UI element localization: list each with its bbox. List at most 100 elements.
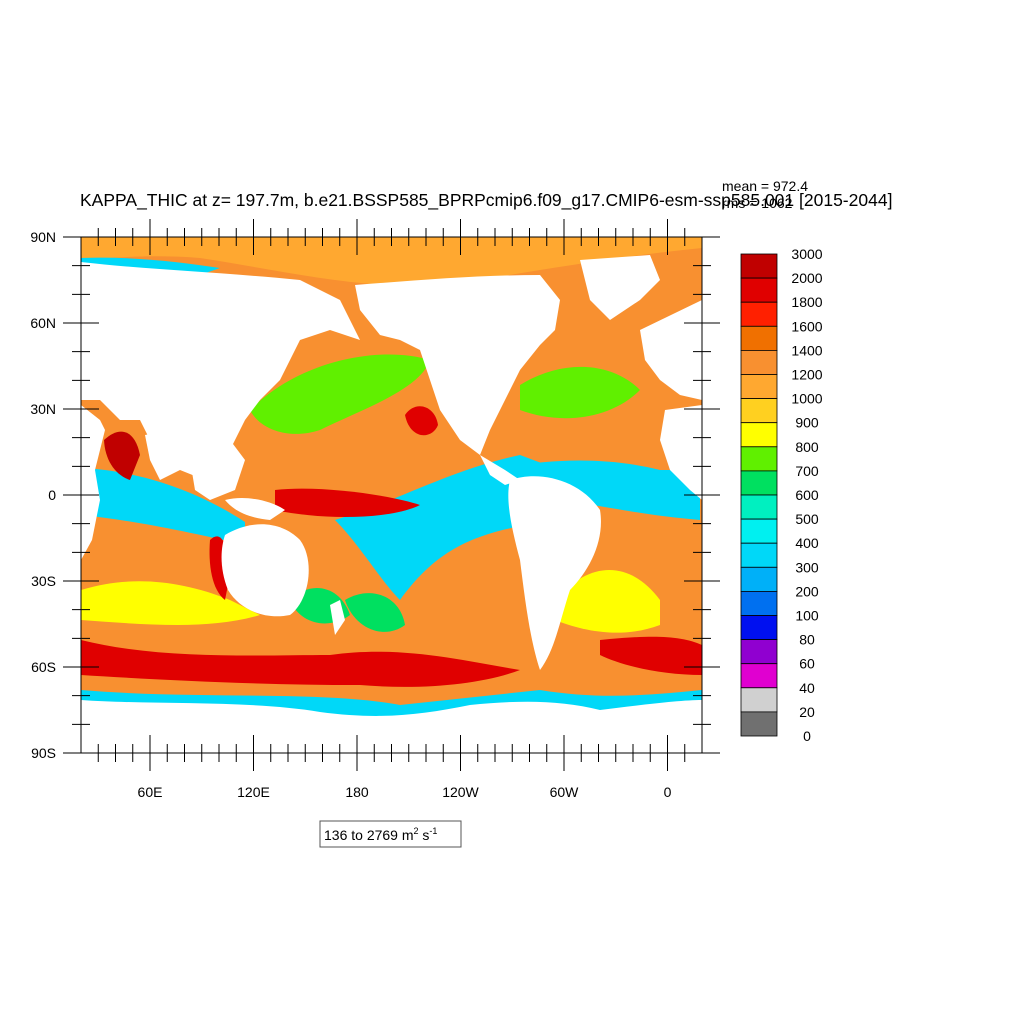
central-america-land — [480, 455, 520, 485]
colorbar-boxes — [740, 253, 778, 737]
colorbar-label: 2000 — [791, 270, 822, 286]
lon-tick-label: 60E — [138, 784, 163, 800]
antarctica-land — [81, 700, 702, 753]
arabian-sea-red-zone — [104, 431, 140, 480]
colorbar-label: 300 — [795, 559, 819, 575]
rms-stat: rms = 1062 — [722, 195, 793, 211]
lat-tick-label: 0 — [48, 487, 56, 503]
north-america-land — [355, 275, 560, 455]
colorbar-box — [740, 542, 778, 568]
range-sup-1: 2 — [414, 826, 419, 836]
south-atlantic-yellow-zone — [555, 570, 660, 633]
south-atlantic-red-band — [600, 636, 702, 675]
continents — [81, 255, 702, 753]
lat-tick-label: 90S — [31, 745, 56, 761]
colorbar-labels: 3000 2000 1800 1600 1400 1200 1000 900 800 700 600… — [791, 246, 822, 744]
lon-tick-label: 120E — [237, 784, 270, 800]
range-box-frame — [319, 820, 462, 848]
range-sup-2: -1 — [429, 826, 437, 836]
range-box: 136 to 2769 m2 s-1 — [319, 820, 462, 848]
lat-tick-label: 60N — [30, 315, 56, 331]
colorbar-label: 20 — [799, 704, 815, 720]
colorbar-label: 600 — [795, 487, 819, 503]
map-panel: 90N 60N 30N 0 30S 60S 90S 60E 120E 180 120W 60W 0 — [30, 219, 720, 800]
lon-tick-label: 180 — [345, 784, 369, 800]
lat-tick-label: 30N — [30, 401, 56, 417]
range-box-text: 136 to 2769 m2 s-1 — [324, 826, 437, 843]
colorbar-label: 100 — [795, 608, 819, 624]
map-ticks — [63, 219, 720, 771]
west-africa-land — [660, 405, 702, 500]
eurasia-land — [81, 262, 360, 480]
equatorial-indian-ocean-blue-band — [81, 468, 245, 545]
southern-ocean-red-band — [81, 640, 520, 687]
north-atlantic-blue-band — [490, 460, 700, 520]
colorbar-box — [740, 687, 778, 713]
colorbar-box — [740, 518, 778, 544]
europe-land — [640, 300, 702, 400]
southeast-asia-land — [190, 440, 245, 500]
colorbar-box — [740, 398, 778, 424]
colorbar-box — [740, 301, 778, 327]
range-mid: s — [419, 827, 430, 843]
colorbar-label: 1800 — [791, 294, 822, 310]
colorbar-box — [740, 349, 778, 375]
map-tick-labels: 90N 60N 30N 0 30S 60S 90S 60E 120E 180 120W 60W 0 — [30, 229, 671, 800]
colorbar-box — [740, 566, 778, 592]
colorbar-box — [740, 470, 778, 496]
colorbar-box — [740, 615, 778, 641]
arctic-cyan-edge — [81, 257, 220, 275]
lat-tick-label: 90N — [30, 229, 56, 245]
colorbar-box — [740, 711, 778, 737]
mean-stat: mean = 972.4 — [722, 178, 808, 194]
lat-tick-label: 30S — [31, 573, 56, 589]
colorbar-box — [740, 325, 778, 351]
colorbar-label: 500 — [795, 511, 819, 527]
south-indian-yellow-zone — [81, 581, 260, 625]
colorbar-label: 400 — [795, 535, 819, 551]
arctic-orange-cap — [81, 237, 702, 286]
north-pacific-red-patch — [405, 406, 438, 436]
colorbar-box — [740, 663, 778, 689]
equatorial-pacific-blue-band — [335, 455, 560, 600]
maritime-continent-land — [225, 498, 285, 520]
range-prefix: 136 to 2769 m — [324, 827, 414, 843]
plot-title: KAPPA_THIC at z= 197.7m, b.e21.BSSP585_B… — [80, 190, 892, 211]
north-atlantic-green-zone — [520, 366, 640, 419]
colorbar-label: 200 — [795, 583, 819, 599]
colorbar-box — [740, 494, 778, 520]
colorbar-box — [740, 374, 778, 400]
colorbar-box — [740, 446, 778, 472]
colorbar-box — [740, 422, 778, 448]
colorbar-box — [740, 591, 778, 616]
colorbar-label: 1600 — [791, 318, 822, 334]
colorbar: 3000 2000 1800 1600 1400 1200 1000 900 800 700 600… — [740, 246, 823, 744]
australia-land — [221, 524, 309, 617]
lat-tick-label: 60S — [31, 659, 56, 675]
colorbar-label: 700 — [795, 463, 819, 479]
colorbar-label: 1000 — [791, 391, 822, 407]
colorbar-box — [740, 253, 778, 279]
colorbar-label: 3000 — [791, 246, 822, 262]
colorbar-box — [740, 277, 778, 303]
colorbar-label: 60 — [799, 656, 815, 672]
colorbar-label: 40 — [799, 680, 815, 696]
indian-subcontinent-land — [145, 430, 180, 480]
colorbar-box — [740, 639, 778, 665]
equatorial-pacific-red-zone — [275, 488, 420, 517]
ocean-field — [81, 237, 702, 753]
lon-tick-label: 120W — [442, 784, 479, 800]
south-america-land — [508, 476, 601, 670]
africa-land — [81, 405, 105, 560]
south-pacific-green-zone — [345, 593, 405, 632]
lon-tick-label: 60W — [550, 784, 580, 800]
colorbar-label: 80 — [799, 632, 815, 648]
colorbar-label: 900 — [795, 415, 819, 431]
colorbar-label: 800 — [795, 439, 819, 455]
colorbar-label: 1200 — [791, 367, 822, 383]
north-pacific-green-zone — [250, 354, 430, 434]
colorbar-label: 1400 — [791, 342, 822, 358]
greenland-land — [580, 255, 660, 320]
lon-tick-label: 0 — [664, 784, 672, 800]
